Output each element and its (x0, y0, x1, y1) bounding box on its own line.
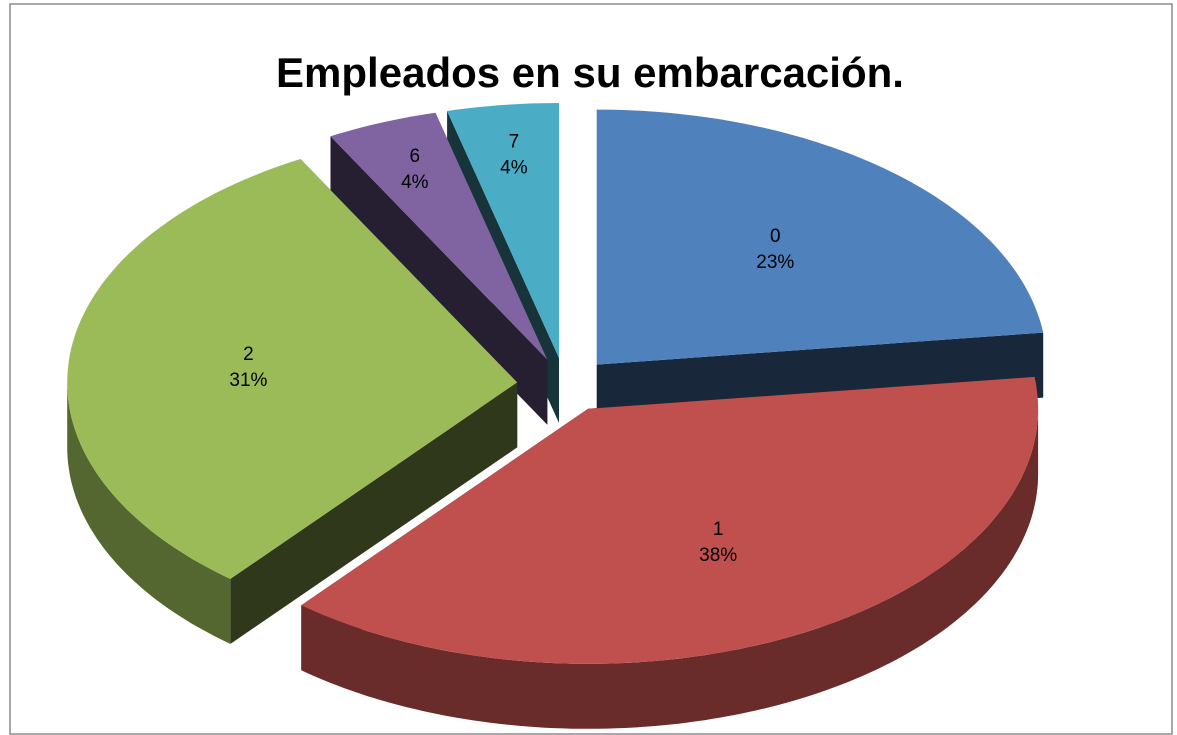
slice-wall (301, 408, 1039, 729)
slice-value-label: 38% (699, 545, 737, 566)
slice (596, 109, 1044, 365)
slice-category-label: 1 (713, 519, 724, 540)
slice-value-label: 4% (500, 158, 528, 179)
slice-wall (67, 382, 231, 644)
slice-side (230, 382, 518, 644)
slice (67, 159, 518, 579)
slice (447, 103, 559, 358)
slice-side (330, 136, 548, 425)
slice-category-label: 0 (770, 226, 781, 247)
slice-value-label: 23% (756, 252, 794, 273)
slice (301, 376, 1039, 664)
slice-category-label: 7 (509, 132, 520, 153)
slice-category-label: 2 (243, 344, 254, 365)
slice-group (330, 112, 548, 425)
chart-title: Empleados en su embarcación. (276, 49, 904, 96)
slice-value-label: 31% (229, 370, 267, 391)
slice-value-label: 4% (401, 172, 429, 193)
slice-group (67, 159, 518, 644)
slice (330, 112, 548, 360)
slice-category-label: 6 (410, 146, 421, 167)
slice-group (301, 376, 1039, 729)
